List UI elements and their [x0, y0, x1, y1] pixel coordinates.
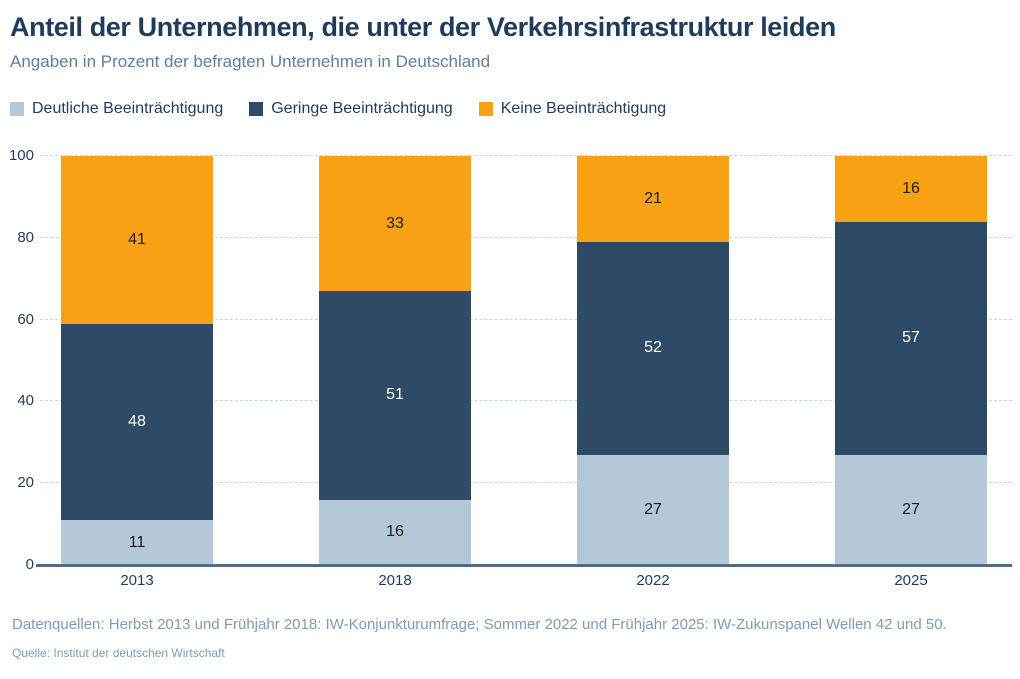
chart-legend: Deutliche Beeinträchtigung Geringe Beeint…: [10, 100, 1020, 118]
segment-value-label: 33: [386, 214, 404, 232]
bar-segment: 11: [61, 520, 213, 566]
footer-datasources: Datenquellen: Herbst 2013 und Frühjahr 2…: [12, 616, 947, 634]
segment-value-label: 57: [902, 329, 920, 347]
y-tick-label: 100: [8, 147, 34, 165]
legend-label: Deutliche Beeinträchtigung: [32, 100, 224, 118]
footer-source: Quelle: Institut der deutschen Wirtschaf…: [12, 646, 225, 661]
chart-header: Anteil der Unternehmen, die unter der Ve…: [0, 0, 1020, 72]
gridline: [40, 318, 1012, 320]
segment-value-label: 27: [644, 500, 662, 518]
bar-segment: 51: [319, 291, 471, 500]
x-tick-label: 2022: [636, 572, 670, 590]
y-tick-label: 40: [17, 392, 34, 410]
x-tick-label: 2013: [120, 572, 154, 590]
segment-value-label: 11: [128, 533, 146, 551]
y-axis-labels: 0 20 40 60 80 100: [0, 147, 34, 573]
page-subtitle: Angaben in Prozent der befragten Unterne…: [10, 52, 491, 72]
bar-segment: 48: [61, 323, 213, 521]
segment-value-label: 16: [386, 523, 404, 541]
legend-item: Keine Beeinträchtigung: [478, 100, 667, 118]
gridline: [40, 155, 1012, 157]
gridline: [40, 236, 1012, 238]
legend-item: Deutliche Beeinträchtigung: [10, 100, 223, 118]
bar-segment: 16: [835, 156, 987, 222]
x-axis-line: [36, 564, 1012, 568]
segment-value-label: 41: [128, 230, 146, 248]
y-tick-label: 80: [17, 228, 34, 246]
y-tick-label: 0: [25, 556, 34, 574]
legend-swatch-icon: [478, 102, 493, 117]
legend-label: Geringe Beeinträchtigung: [271, 100, 453, 118]
segment-value-label: 48: [128, 412, 146, 430]
bar-segment: 27: [577, 454, 729, 566]
x-tick-label: 2025: [894, 572, 928, 590]
segment-value-label: 21: [644, 190, 662, 207]
plot-area: 11 48 41 16 51 33 27 52 21 27 57 16: [36, 155, 1012, 568]
bar-segment: 21: [577, 156, 729, 242]
bar-segment: 52: [577, 241, 729, 455]
segment-value-label: 16: [902, 179, 920, 197]
bar-segment: 57: [835, 221, 987, 455]
bar-segment: 33: [319, 156, 471, 292]
stacked-bar-chart: 0 20 40 60 80 100 11 48 41 16 51 33 27 52 21 27 57 16: [0, 147, 1020, 573]
bar-segment: 27: [835, 454, 987, 566]
chart-footer: Datenquellen: Herbst 2013 und Frühjahr 2…: [0, 616, 1020, 660]
legend-label: Keine Beeinträchtigung: [500, 100, 667, 118]
gridline: [40, 400, 1012, 402]
gridline: [40, 482, 1012, 484]
legend-swatch-icon: [249, 102, 264, 117]
legend-item: Geringe Beeinträchtigung: [249, 100, 453, 118]
page-title: Anteil der Unternehmen, die unter der Ve…: [10, 12, 836, 42]
segment-value-label: 51: [386, 386, 404, 404]
y-tick-label: 20: [17, 474, 34, 492]
segment-value-label: 27: [902, 500, 920, 518]
bar-segment: 41: [61, 156, 213, 324]
bar-segment: 16: [319, 499, 471, 566]
legend-swatch-icon: [10, 102, 24, 117]
y-tick-label: 60: [17, 310, 34, 328]
segment-value-label: 52: [644, 339, 662, 357]
x-tick-label: 2018: [378, 572, 412, 590]
x-axis-labels: 2013 2018 2022 2025: [0, 572, 1020, 592]
